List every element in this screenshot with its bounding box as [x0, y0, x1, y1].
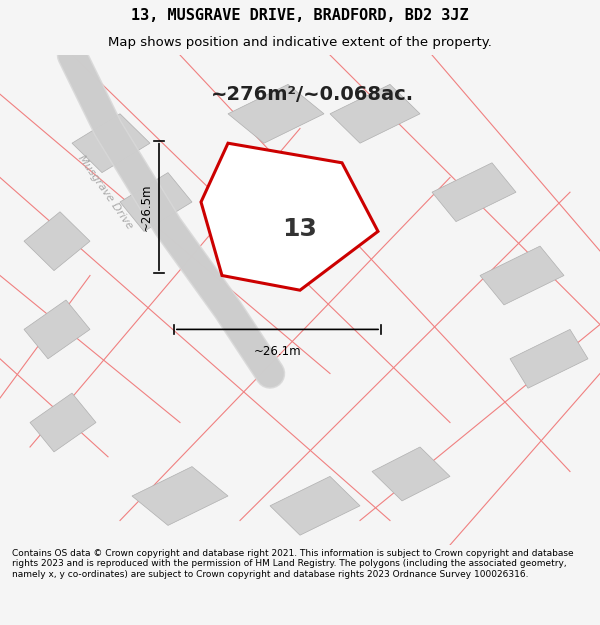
Polygon shape: [132, 467, 228, 526]
Text: 13: 13: [283, 217, 317, 241]
Text: Musgrave Drive: Musgrave Drive: [76, 153, 134, 231]
Polygon shape: [330, 84, 420, 143]
Text: ~26.1m: ~26.1m: [254, 345, 301, 358]
Text: ~26.5m: ~26.5m: [139, 183, 152, 231]
Polygon shape: [120, 173, 192, 231]
Polygon shape: [201, 143, 378, 290]
Polygon shape: [30, 393, 96, 452]
Text: Map shows position and indicative extent of the property.: Map shows position and indicative extent…: [108, 36, 492, 49]
Polygon shape: [480, 246, 564, 305]
Polygon shape: [432, 162, 516, 222]
Polygon shape: [510, 329, 588, 388]
Text: ~276m²/~0.068ac.: ~276m²/~0.068ac.: [211, 85, 413, 104]
Text: 13, MUSGRAVE DRIVE, BRADFORD, BD2 3JZ: 13, MUSGRAVE DRIVE, BRADFORD, BD2 3JZ: [131, 8, 469, 23]
Text: Contains OS data © Crown copyright and database right 2021. This information is : Contains OS data © Crown copyright and d…: [12, 549, 574, 579]
Polygon shape: [228, 84, 324, 143]
Polygon shape: [24, 300, 90, 359]
Polygon shape: [270, 476, 360, 535]
Polygon shape: [24, 212, 90, 271]
Polygon shape: [72, 114, 150, 172]
Polygon shape: [372, 447, 450, 501]
